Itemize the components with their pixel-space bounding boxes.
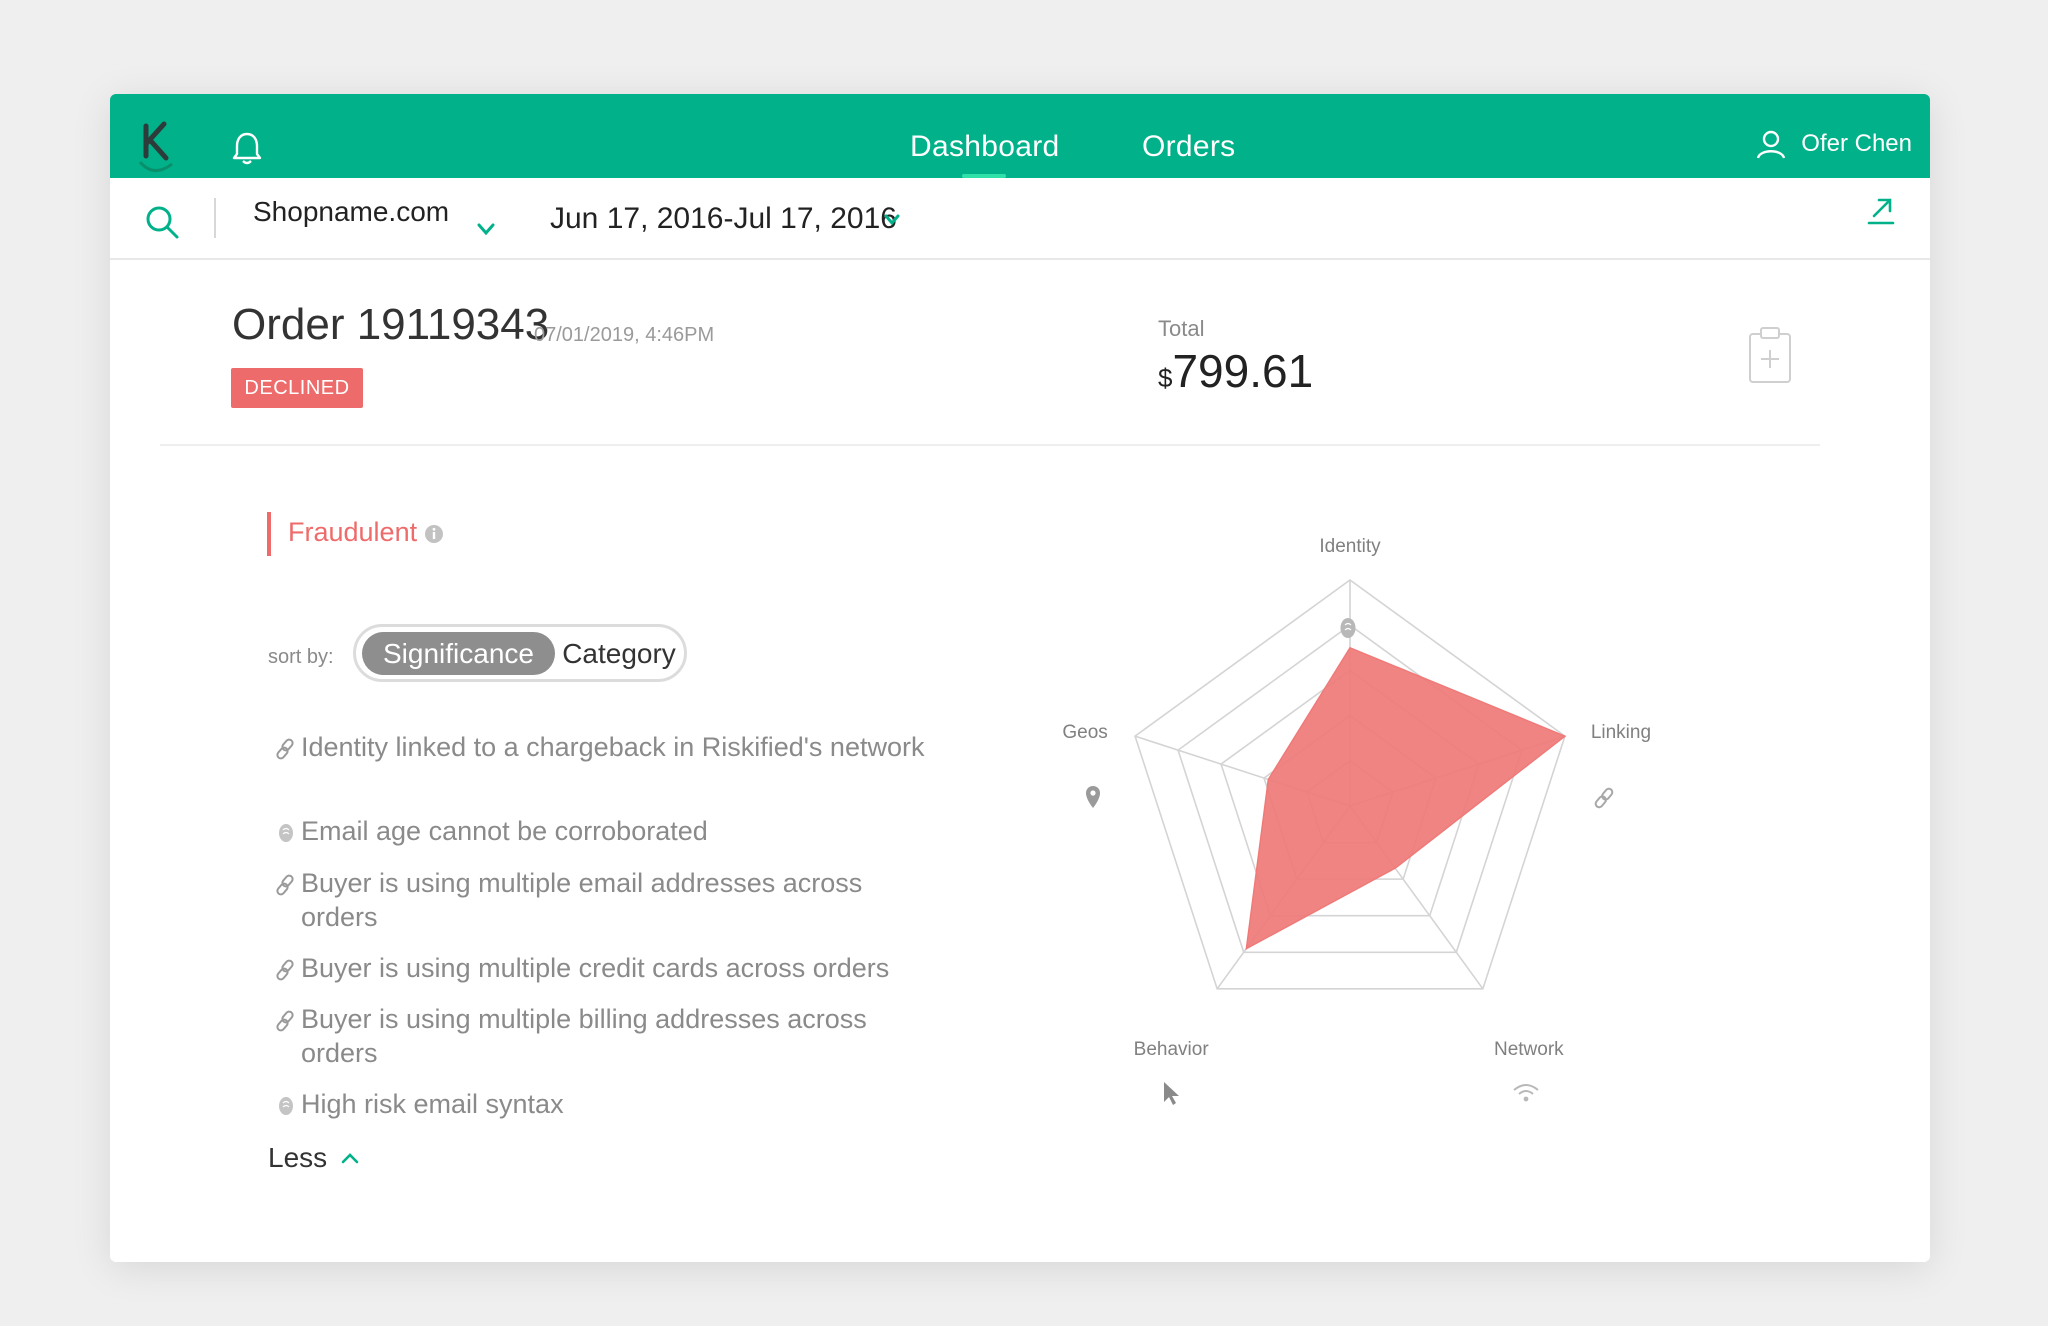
- sort-option-significance[interactable]: Significance: [362, 632, 555, 675]
- link-icon: [276, 738, 294, 760]
- date-range-selector[interactable]: Jun 17, 2016-Jul 17, 2016: [550, 202, 897, 235]
- list-item: Buyer is using multiple credit cards acr…: [267, 951, 927, 985]
- link-icon: [276, 1010, 294, 1032]
- factor-text: Buyer is using multiple billing addresse…: [301, 1004, 867, 1068]
- sort-toggle: Significance Category: [353, 624, 687, 682]
- factor-text: Buyer is using multiple credit cards acr…: [301, 953, 890, 983]
- nav-tab-orders[interactable]: Orders: [1142, 130, 1236, 163]
- link-icon: [276, 874, 294, 896]
- link-icon: [276, 959, 294, 981]
- nav-tab-dashboard[interactable]: Dashboard: [910, 130, 1060, 163]
- list-item: Buyer is using multiple email addresses …: [267, 866, 927, 934]
- wifi-icon: [1513, 1084, 1539, 1102]
- list-item: Identity linked to a chargeback in Riski…: [267, 730, 927, 764]
- order-datetime: 07/01/2019, 4:46PM: [534, 324, 715, 346]
- info-icon[interactable]: [424, 524, 444, 544]
- list-item: High risk email syntax: [267, 1087, 927, 1121]
- total-label: Total: [1158, 316, 1205, 341]
- radar-axis-label: Network: [1494, 1039, 1564, 1060]
- clipboard-add-icon[interactable]: [1748, 326, 1792, 384]
- verdict-indicator: [267, 512, 271, 556]
- active-tab-indicator: [962, 174, 1006, 178]
- radar-axis-label: Behavior: [1134, 1039, 1210, 1060]
- user-icon: [1757, 130, 1786, 159]
- chevron-up-icon: [341, 1153, 359, 1164]
- total-amount: 799.61: [1172, 345, 1314, 397]
- radar-data-area: [1245, 646, 1567, 950]
- verdict-label: Fraudulent: [288, 517, 418, 547]
- factor-text: Buyer is using multiple email addresses …: [301, 868, 863, 932]
- filter-bar: Shopname.com Jun 17, 2016-Jul 17, 2016: [110, 178, 1930, 260]
- section-divider: [160, 444, 1820, 446]
- factor-text: Email age cannot be corroborated: [301, 816, 708, 846]
- top-navigation-bar: Dashboard Orders Ofer Chen: [110, 94, 1930, 178]
- list-item: Email age cannot be corroborated: [267, 814, 927, 848]
- radar-axis-label: Geos: [1062, 722, 1107, 743]
- chevron-down-icon[interactable]: [476, 222, 496, 236]
- divider: [214, 198, 216, 238]
- identity-icon: [279, 1097, 293, 1115]
- less-label: Less: [268, 1142, 328, 1173]
- app-window: Dashboard Orders Ofer Chen Shopname.com …: [110, 94, 1930, 1262]
- export-icon[interactable]: [1866, 196, 1896, 226]
- radar-chart: Identity Linking Network Behavior Geos: [1062, 536, 1651, 1105]
- map-pin-icon: [1086, 786, 1100, 808]
- shop-selector[interactable]: Shopname.com: [253, 196, 450, 227]
- chevron-down-icon[interactable]: [884, 214, 900, 226]
- search-icon[interactable]: [144, 204, 180, 240]
- sort-by-label: sort by:: [268, 646, 334, 668]
- link-icon: [1594, 787, 1614, 809]
- factor-text: Identity linked to a chargeback in Riski…: [301, 732, 925, 762]
- radar-axis-label: Identity: [1319, 536, 1381, 557]
- currency-symbol: $: [1158, 363, 1173, 393]
- radar-axis-label: Linking: [1591, 722, 1651, 743]
- sort-option-category[interactable]: Category: [562, 637, 676, 669]
- factor-text: High risk email syntax: [301, 1089, 564, 1119]
- list-item: Buyer is using multiple billing addresse…: [267, 1002, 927, 1070]
- identity-icon: [279, 824, 293, 842]
- less-toggle[interactable]: Less: [268, 1142, 359, 1174]
- radar-grid-ring: [1134, 579, 1566, 990]
- fingerprint-icon: [1340, 618, 1356, 638]
- status-badge: DECLINED: [231, 368, 363, 408]
- cursor-icon: [1164, 1082, 1179, 1105]
- user-name: Ofer Chen: [1801, 130, 1912, 157]
- total-value: $799.61: [1158, 344, 1313, 398]
- order-title: Order 19119343: [232, 300, 550, 349]
- bell-icon[interactable]: [230, 130, 264, 166]
- user-menu[interactable]: Ofer Chen: [1755, 128, 1912, 160]
- brand-logo-icon[interactable]: [138, 120, 178, 174]
